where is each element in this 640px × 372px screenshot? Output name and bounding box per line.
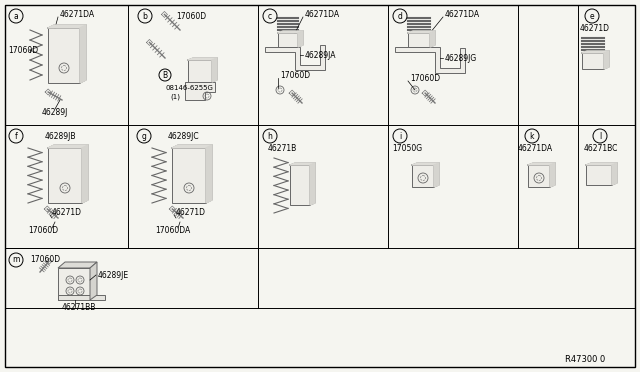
Text: d: d [397, 12, 403, 20]
Text: m: m [12, 256, 20, 264]
Text: R47300 0: R47300 0 [565, 356, 605, 365]
Polygon shape [434, 163, 439, 187]
Text: 17060D: 17060D [176, 12, 206, 20]
Polygon shape [48, 145, 88, 148]
Polygon shape [80, 25, 86, 83]
Polygon shape [188, 58, 217, 60]
Polygon shape [90, 262, 97, 300]
Text: 08146-6255G: 08146-6255G [166, 85, 214, 91]
Polygon shape [185, 82, 215, 100]
Text: 46289JB: 46289JB [45, 131, 77, 141]
Polygon shape [206, 145, 212, 203]
Polygon shape [586, 163, 617, 165]
Polygon shape [290, 163, 315, 165]
Text: 46289JE: 46289JE [98, 270, 129, 279]
Polygon shape [430, 31, 435, 47]
Text: 46271DA: 46271DA [518, 144, 553, 153]
Bar [172, 148, 206, 203]
Polygon shape [550, 163, 555, 187]
Text: 46289JG: 46289JG [445, 54, 477, 62]
Polygon shape [58, 295, 105, 300]
Text: 46271D: 46271D [176, 208, 206, 217]
Text: 46289J: 46289J [42, 108, 68, 116]
Text: g: g [141, 131, 147, 141]
Bar [290, 165, 310, 205]
Polygon shape [278, 31, 303, 33]
Polygon shape [604, 51, 609, 69]
Polygon shape [212, 58, 217, 82]
Text: b: b [143, 12, 147, 20]
Text: 46271BC: 46271BC [584, 144, 618, 153]
Text: c: c [268, 12, 272, 20]
Polygon shape [395, 47, 465, 73]
Text: l: l [599, 131, 601, 141]
Bar [408, 33, 430, 47]
Text: e: e [589, 12, 595, 20]
Polygon shape [412, 163, 439, 165]
Polygon shape [58, 268, 90, 300]
Text: 46271DA: 46271DA [445, 10, 480, 19]
Text: 17050G: 17050G [392, 144, 422, 153]
Text: i: i [399, 131, 401, 141]
Polygon shape [48, 25, 86, 28]
Text: 46271BB: 46271BB [62, 304, 97, 312]
Polygon shape [408, 31, 435, 33]
Text: 46271B: 46271B [268, 144, 297, 153]
Polygon shape [310, 163, 315, 205]
Text: 46289JC: 46289JC [168, 131, 200, 141]
Bar [586, 165, 612, 185]
Text: 46271DA: 46271DA [305, 10, 340, 19]
Text: B: B [163, 71, 168, 80]
Text: 17060D: 17060D [30, 256, 60, 264]
Polygon shape [265, 45, 325, 70]
Text: 46289JA: 46289JA [305, 51, 337, 60]
Text: 46271D: 46271D [52, 208, 82, 217]
Bar [582, 53, 604, 69]
Bar [412, 165, 434, 187]
Text: f: f [15, 131, 17, 141]
Text: (1): (1) [170, 94, 180, 100]
Text: 17060D: 17060D [410, 74, 440, 83]
Bar [48, 148, 82, 203]
Polygon shape [298, 31, 303, 47]
Bar [278, 33, 298, 47]
Text: a: a [13, 12, 19, 20]
Polygon shape [58, 262, 97, 268]
Polygon shape [612, 163, 617, 185]
Text: 46271D: 46271D [580, 23, 610, 32]
Polygon shape [582, 51, 609, 53]
Text: 17060D: 17060D [28, 225, 58, 234]
Text: k: k [530, 131, 534, 141]
Text: 17060D: 17060D [280, 71, 310, 80]
Polygon shape [528, 163, 555, 165]
Bar [528, 165, 550, 187]
Bar [48, 28, 80, 83]
Text: 17060DA: 17060DA [155, 225, 190, 234]
Text: h: h [268, 131, 273, 141]
Polygon shape [172, 145, 212, 148]
Text: 46271DA: 46271DA [60, 10, 95, 19]
Polygon shape [82, 145, 88, 203]
Text: 17060D: 17060D [8, 45, 38, 55]
Bar [188, 60, 212, 82]
